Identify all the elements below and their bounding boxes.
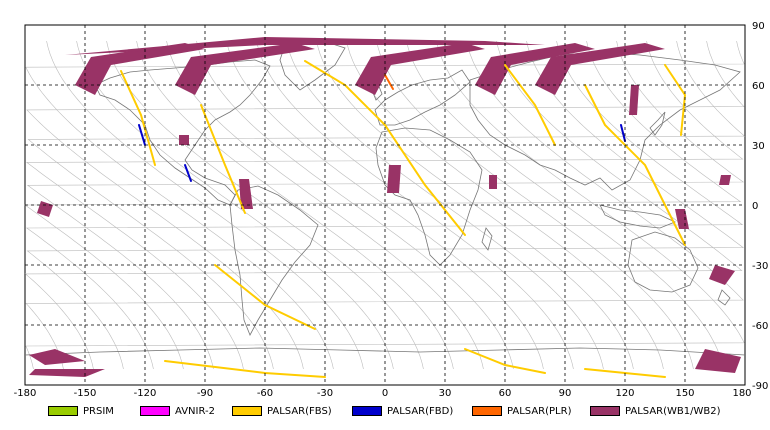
legend-swatch: [472, 406, 502, 416]
y-tick-label: 60: [752, 81, 765, 92]
fbs-track: [200, 104, 246, 214]
wb-swath: [239, 179, 253, 209]
x-tick-label: -150: [74, 388, 97, 399]
wb-swath: [387, 165, 401, 193]
coastline-madagascar: [481, 227, 493, 251]
x-tick-label: -120: [134, 388, 157, 399]
fbs-track: [584, 84, 686, 246]
legend-item-palsar-fbs: PALSAR(FBS): [232, 404, 332, 418]
x-tick-label: 60: [499, 388, 512, 399]
wb-swath: [489, 175, 497, 189]
latitude-tick-labels: 90 60 30 0 -30 -60 -90: [752, 21, 768, 392]
acquisition-swaths: [29, 37, 741, 378]
legend-swatch: [352, 406, 382, 416]
x-tick-label: -30: [317, 388, 333, 399]
legend-swatch: [232, 406, 262, 416]
legend-swatch: [48, 406, 78, 416]
x-tick-label: -90: [197, 388, 213, 399]
coastline-australia: [627, 231, 699, 293]
world-map-plot: -180 -150 -120 -90 -60 -30 0 30 60 90 12…: [14, 21, 769, 399]
x-tick-label: 120: [615, 388, 634, 399]
legend-label: PRSIM: [83, 405, 114, 417]
fbd-track: [184, 164, 192, 182]
y-tick-label: 90: [752, 21, 765, 32]
fbs-track: [664, 64, 687, 136]
legend-label: PALSAR(WB1/WB2): [625, 405, 721, 417]
legend-label: PALSAR(FBS): [267, 405, 332, 417]
legend-item-prism: PRSIM: [48, 404, 114, 418]
fbs-track: [504, 64, 556, 146]
legend-item-avnir2: AVNIR-2: [140, 404, 215, 418]
legend-item-palsar-fbd: PALSAR(FBD): [352, 404, 453, 418]
wb-swath: [709, 265, 735, 285]
wb-swath: [535, 43, 665, 95]
coastline-indonesia: [599, 204, 677, 229]
fbd-track: [138, 124, 146, 146]
wb-swath: [355, 43, 485, 95]
y-tick-label: -30: [752, 261, 768, 272]
wb-swath: [65, 37, 545, 55]
wb-swath: [695, 349, 741, 373]
fbs-track: [304, 60, 466, 236]
fbd-track: [620, 124, 626, 142]
coastline-south-america: [229, 185, 319, 336]
legend-label: PALSAR(FBD): [387, 405, 454, 417]
y-tick-label: -90: [752, 381, 768, 392]
coastline-antarctica: [24, 347, 746, 356]
fbs-track: [120, 70, 156, 166]
wb-swath: [75, 43, 205, 95]
x-tick-label: 90: [559, 388, 572, 399]
wb-swath: [629, 85, 639, 115]
plr-track: [384, 74, 394, 90]
legend: PRSIM AVNIR-2 PALSAR(FBS) PALSAR(FBD) PA…: [0, 400, 770, 424]
x-tick-label: 30: [439, 388, 452, 399]
wb-swath: [29, 349, 85, 365]
longitude-tick-labels: -180 -150 -120 -90 -60 -30 0 30 60 90 12…: [14, 388, 752, 399]
lat-lon-grid: [25, 25, 745, 385]
wb-swath: [675, 209, 689, 229]
y-tick-label: 30: [752, 141, 765, 152]
coastline-japan: [649, 111, 666, 136]
fbs-track: [214, 264, 316, 330]
legend-item-palsar-plr: PALSAR(PLR): [472, 404, 571, 418]
legend-swatch: [590, 406, 620, 416]
coastline-new-zealand: [717, 289, 731, 306]
legend-swatch: [140, 406, 170, 416]
x-tick-label: -60: [257, 388, 273, 399]
legend-label: PALSAR(PLR): [507, 405, 572, 417]
legend-item-palsar-wb: PALSAR(WB1/WB2): [590, 404, 721, 418]
wb-swath: [29, 369, 105, 377]
x-tick-label: 150: [675, 388, 694, 399]
legend-label: AVNIR-2: [175, 405, 215, 417]
x-tick-label: -180: [14, 388, 37, 399]
wb-swath: [719, 175, 731, 185]
fbs-track: [464, 348, 546, 374]
x-tick-label: 180: [732, 388, 751, 399]
y-tick-label: -60: [752, 321, 768, 332]
wb-swath: [175, 43, 315, 95]
wb-swath: [179, 135, 189, 145]
x-tick-label: 0: [382, 388, 388, 399]
y-tick-label: 0: [752, 201, 758, 212]
